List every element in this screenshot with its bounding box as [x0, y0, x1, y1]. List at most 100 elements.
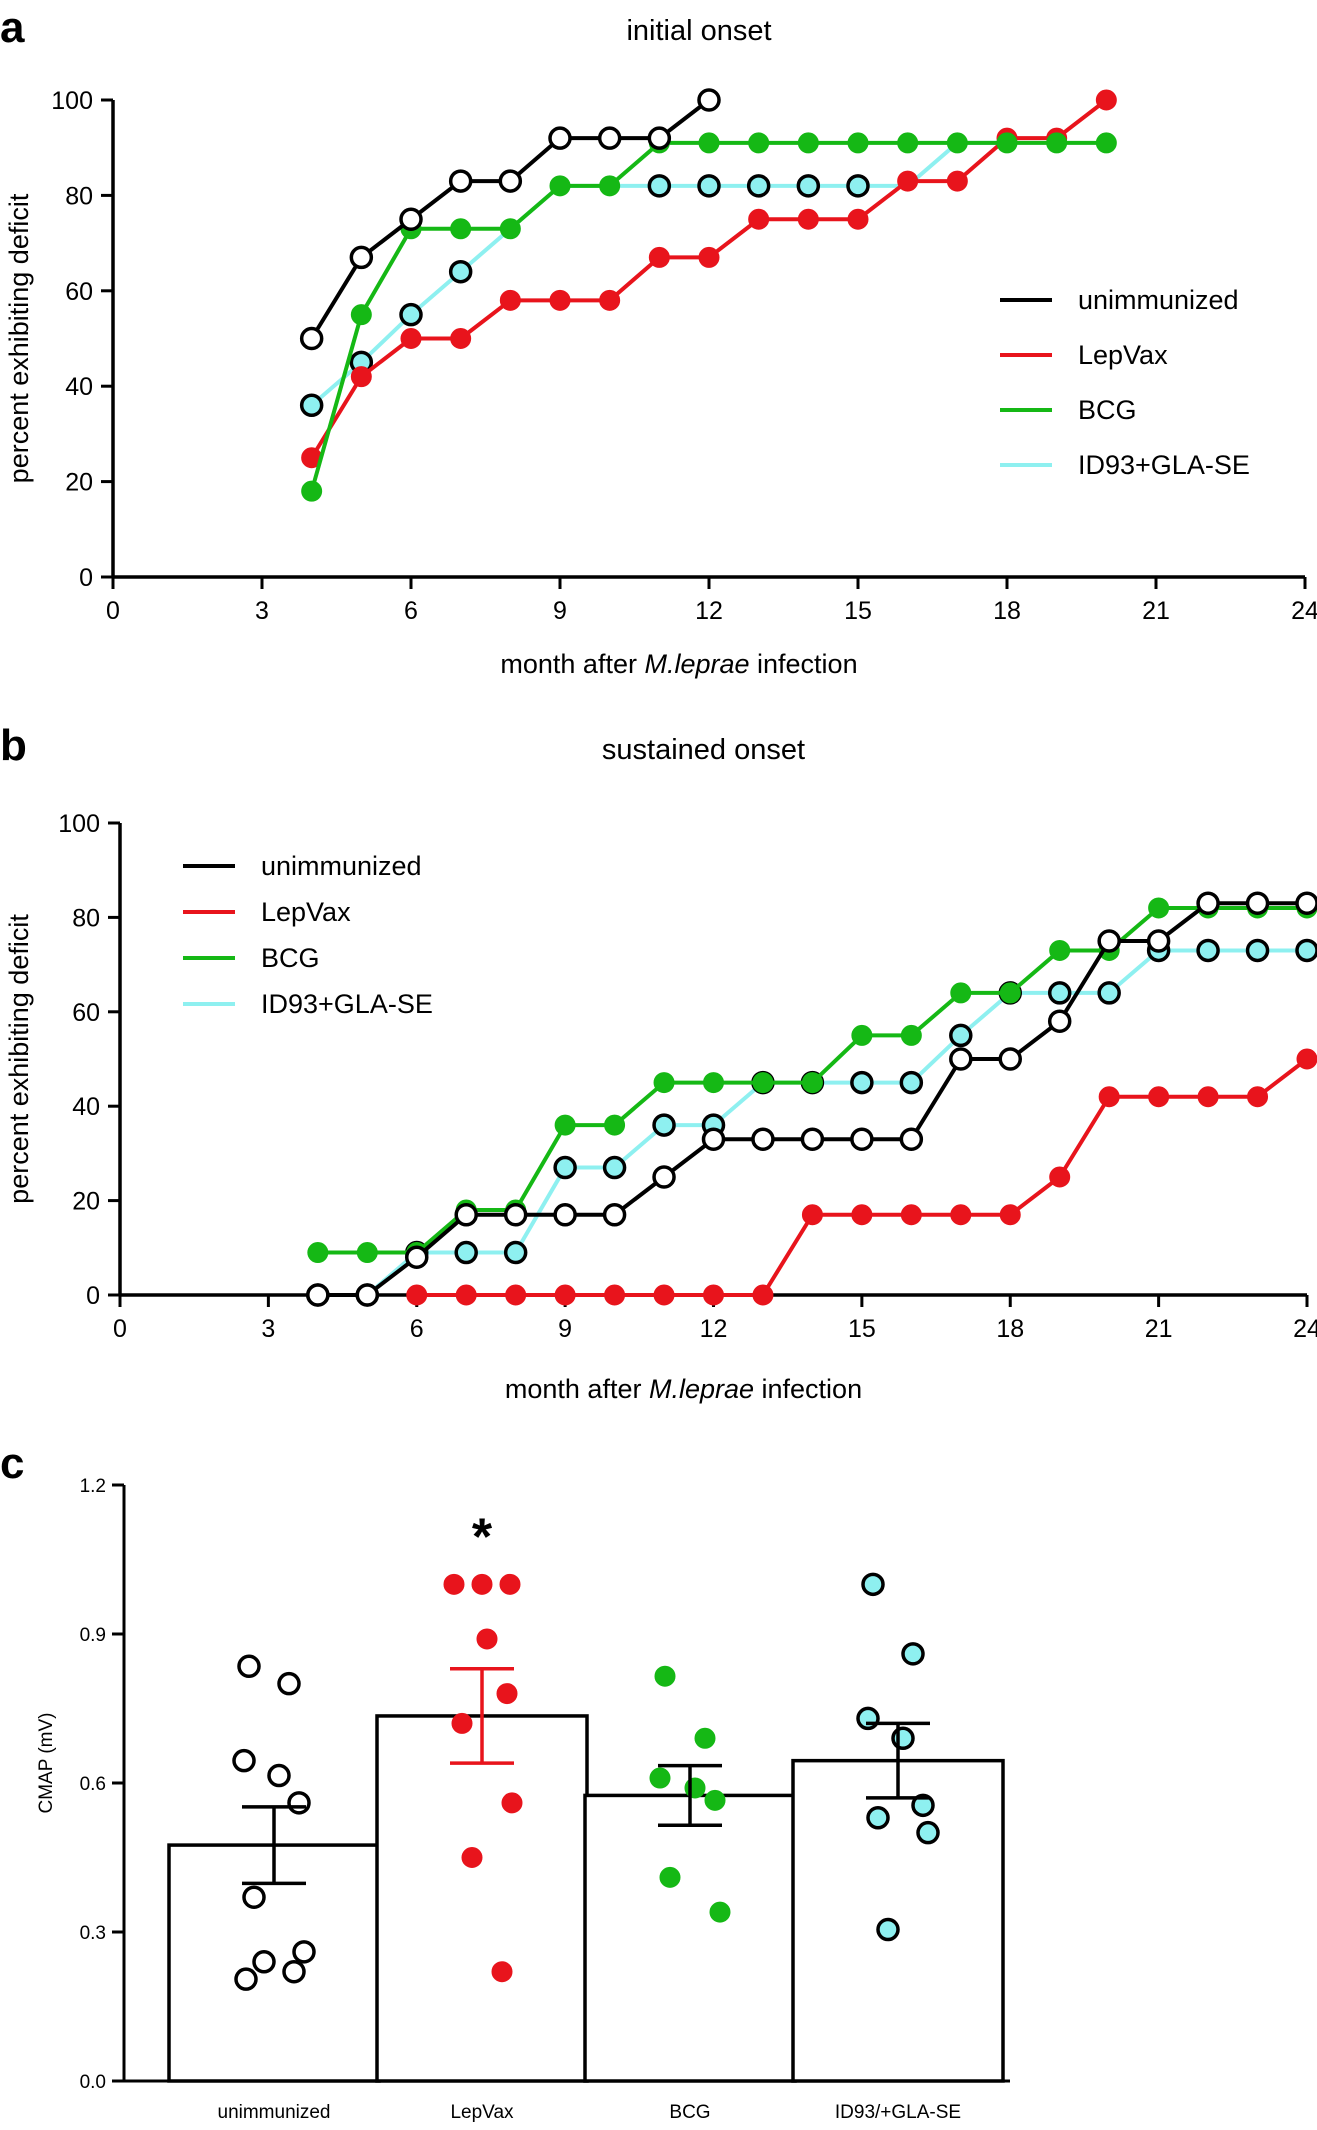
- data-point: [277, 1671, 301, 1696]
- series-lepvax: [406, 1048, 1317, 1306]
- data-point: [399, 302, 423, 327]
- data-point: [797, 208, 819, 230]
- data-point: [851, 1024, 873, 1046]
- data-point: [748, 132, 770, 154]
- data-point: [801, 1204, 823, 1226]
- legend: unimmunized LepVax BCG ID93+GLA-SE: [183, 851, 433, 1019]
- data-point: [697, 88, 721, 112]
- data-point: [503, 1240, 528, 1265]
- data-point: [548, 126, 572, 150]
- data-point: [499, 289, 521, 311]
- data-point: [748, 208, 770, 230]
- data-point: [355, 1283, 380, 1307]
- data-point: [1047, 1009, 1072, 1033]
- y-tick-label: 60: [65, 278, 93, 306]
- data-point: [897, 170, 919, 192]
- data-point: [1148, 897, 1170, 919]
- data-point: [659, 1866, 681, 1888]
- bar: [583, 1793, 797, 2083]
- y-tick-label: 80: [65, 182, 93, 210]
- panel-letter-a: a: [0, 3, 25, 52]
- data-point: [1296, 1048, 1317, 1070]
- x-tick-label: 15: [844, 597, 872, 625]
- data-point: [850, 1070, 874, 1095]
- y-tick-label: 20: [72, 1188, 100, 1216]
- data-point: [876, 1917, 900, 1942]
- y-tick-label: 0.6: [80, 1774, 106, 1795]
- data-point: [949, 1047, 973, 1071]
- data-point: [846, 174, 870, 198]
- data-point: [891, 1726, 915, 1751]
- data-point: [999, 982, 1021, 1004]
- data-point: [851, 1204, 873, 1226]
- series-bcg: [301, 132, 1117, 502]
- data-point: [866, 1806, 890, 1830]
- legend-label: LepVax: [261, 897, 351, 927]
- bar: [791, 1758, 1005, 2083]
- panel-c: c 0.0 0.3 0.6 0.9 1.2 CMAP (mV) unimmunized LepV…: [0, 1439, 1010, 2123]
- y-axis-label: CMAP (mV): [36, 1713, 57, 1814]
- data-point: [856, 1706, 880, 1731]
- data-point: [471, 1573, 493, 1595]
- data-point: [554, 1284, 576, 1306]
- data-point: [801, 1072, 823, 1094]
- data-point: [897, 132, 919, 154]
- data-point: [549, 175, 571, 197]
- y-tick-label: 100: [51, 87, 93, 115]
- category-label: unimmunized: [218, 2102, 331, 2123]
- data-point: [703, 1072, 724, 1094]
- data-point: [950, 982, 972, 1004]
- data-point: [797, 132, 819, 154]
- x-tick-label: 0: [106, 597, 120, 625]
- data-point: [448, 259, 473, 284]
- data-point: [287, 1791, 311, 1815]
- y-tick-label: 1.2: [80, 1476, 106, 1497]
- data-point: [698, 132, 720, 154]
- x-tick-label: 24: [1291, 597, 1317, 625]
- y-tick-label: 0.3: [80, 1923, 106, 1944]
- x-tick-label: 18: [993, 597, 1021, 625]
- y-axis-label: percent exhibiting deficit: [4, 193, 34, 483]
- data-point: [861, 1572, 885, 1597]
- data-point: [1247, 1086, 1269, 1108]
- bar: [375, 1714, 589, 2083]
- data-point: [694, 1727, 716, 1749]
- category-label: LepVax: [450, 2102, 514, 2123]
- data-point: [998, 1047, 1022, 1071]
- y-tick-label: 40: [72, 1093, 100, 1121]
- data-point: [911, 1793, 935, 1818]
- x-tick-label: 3: [261, 1315, 275, 1343]
- legend-label: ID93+GLA-SE: [1078, 450, 1250, 480]
- data-point: [307, 1242, 329, 1264]
- axes: 0 3 6 9 12 15 18 21 24 0 20 40 60 80 100: [58, 810, 1317, 1343]
- data-point: [491, 1961, 513, 1983]
- data-point: [1049, 1166, 1071, 1188]
- data-point: [553, 1155, 577, 1180]
- data-point: [232, 1748, 256, 1773]
- y-axis-label: percent exhibiting deficit: [4, 914, 34, 1204]
- series-unimmunized: [306, 891, 1317, 1307]
- series-lepvax: [301, 89, 1117, 469]
- data-point: [498, 169, 523, 193]
- panel-a: a initial onset 0 3 6 9 12 15 18 21 24 0 20 40 60 80 100…: [0, 3, 1317, 679]
- y-tick-label: 40: [65, 373, 93, 401]
- data-point: [237, 1654, 261, 1679]
- category-label: ID93/+GLA-SE: [835, 2102, 961, 2123]
- category-lepvax: LepVax *: [375, 1508, 589, 2123]
- panel-b: b sustained onset 0 3 6 9 12 15 18 21 24 0 20 40 60 80 1…: [0, 721, 1317, 1404]
- data-point: [553, 1203, 577, 1227]
- x-tick-label: 9: [553, 597, 567, 625]
- x-tick-label: 9: [558, 1315, 572, 1343]
- data-point: [554, 1114, 576, 1136]
- chart-title: sustained onset: [602, 734, 805, 766]
- x-tick-label: 15: [848, 1315, 876, 1343]
- chart-title: initial onset: [626, 15, 771, 47]
- category-unimmunized: unimmunized: [167, 1654, 381, 2123]
- legend-label: unimmunized: [1078, 285, 1239, 315]
- data-point: [602, 1203, 627, 1227]
- data-point: [299, 326, 324, 351]
- y-tick-label: 0: [86, 1282, 100, 1310]
- category-label: BCG: [669, 2102, 710, 2123]
- data-point: [1097, 929, 1121, 953]
